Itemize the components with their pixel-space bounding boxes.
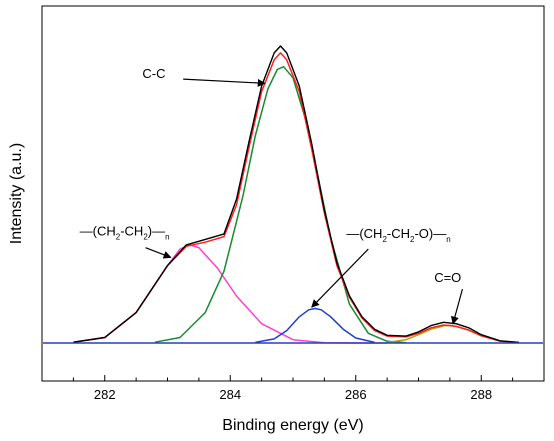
x-tick-label: 282: [94, 387, 116, 402]
annotation-ch2-ch2-o-part: 2: [410, 235, 415, 244]
annotation-c-c-part: C-C: [142, 66, 165, 81]
annotations-layer: C-C—(CH2-CH2)—n —(CH2-CH2-O)—nC=O: [80, 66, 464, 325]
annotation-ch2-ch2-part: 2: [143, 232, 148, 241]
annotation-c-c: C-C: [142, 66, 165, 81]
curves-layer: [73, 45, 519, 344]
x-axis-ticks: 282 284 286 288: [41, 375, 545, 402]
annotation-ch2-ch2-o-part: -O)—: [414, 226, 446, 241]
x-tick-label: 286: [345, 387, 367, 402]
annotation-ch2-ch2-part: n: [165, 232, 169, 241]
annotation-ch2-ch2-part: )—: [148, 223, 165, 238]
annotation-c-o-part: C=O: [434, 270, 461, 285]
series-peak-3: [154, 65, 407, 344]
annotation-c-c-arrow: [183, 78, 266, 87]
series-peak-2: [73, 244, 388, 344]
annotation-ch2-ch2-o-part: —(CH: [346, 226, 382, 241]
series-fit-envelope-1: [73, 52, 519, 344]
x-tick-label: 284: [219, 387, 241, 402]
annotation-ch2-ch2-part: —(CH: [80, 223, 116, 238]
series-raw-0: [73, 45, 519, 344]
annotation-ch2-ch2-o: —(CH2-CH2-O)—n: [346, 226, 450, 244]
annotation-c-o-arrow: [450, 288, 464, 325]
y-axis-title: Intensity (a.u.): [8, 143, 25, 244]
annotation-ch2-ch2-o-part: 2: [382, 235, 387, 244]
x-axis-title: Binding energy (eV): [222, 417, 363, 434]
annotation-c-o: C=O: [434, 270, 461, 285]
x-tick-label: 288: [470, 387, 492, 402]
annotation-ch2-ch2-o-arrow: [311, 248, 369, 308]
annotation-ch2-ch2: —(CH2-CH2)—n: [80, 223, 170, 241]
annotation-ch2-ch2-part: -CH: [120, 223, 143, 238]
annotation-ch2-ch2-o-part: n: [446, 235, 450, 244]
annotation-ch2-ch2-part: 2: [116, 232, 121, 241]
series-peak-4: [255, 307, 375, 344]
annotation-ch2-ch2-o-part: -CH: [387, 226, 410, 241]
annotation-ch2-ch2-arrow: [145, 247, 172, 259]
